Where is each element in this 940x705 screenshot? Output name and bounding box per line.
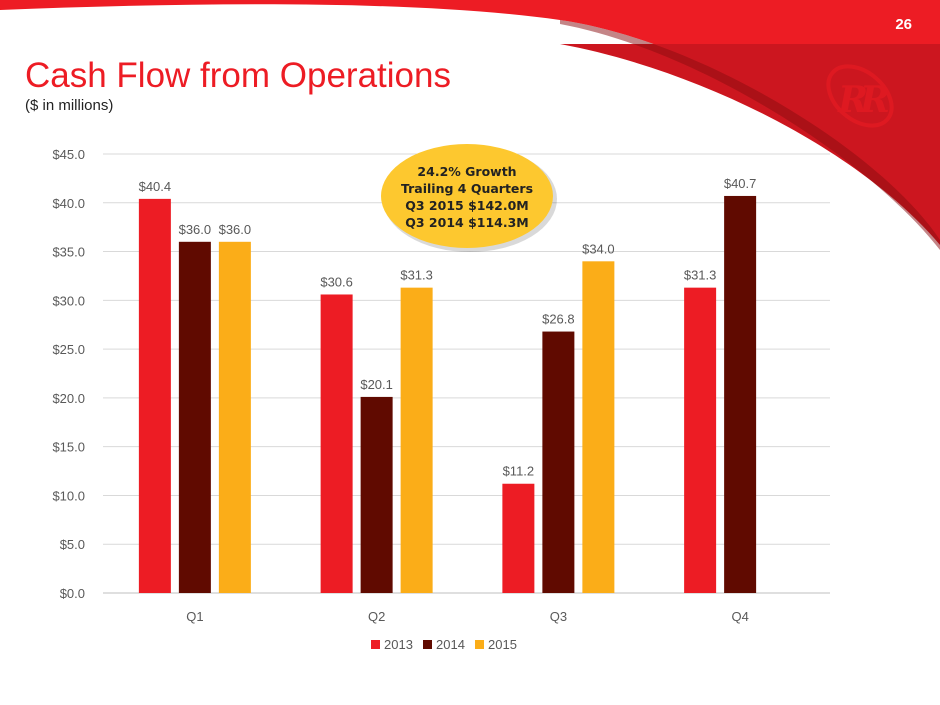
y-tick-label: $10.0: [52, 488, 85, 503]
page-number: 26: [895, 16, 912, 33]
x-tick-label: Q1: [186, 609, 203, 624]
y-tick-label: $15.0: [52, 440, 85, 455]
bar-2014-Q3: [542, 331, 575, 593]
data-label: $40.4: [139, 179, 172, 194]
x-tick-label: Q3: [550, 609, 567, 624]
legend-swatch-2013: [371, 640, 380, 649]
y-tick-label: $0.0: [60, 586, 85, 601]
page-subtitle: ($ in millions): [25, 97, 114, 114]
data-label: $34.0: [582, 241, 615, 256]
legend-label: 2013: [384, 637, 413, 652]
legend-label: 2014: [436, 637, 465, 652]
callout-line: Q3 2014 $114.3M: [405, 215, 529, 230]
y-tick-label: $20.0: [52, 391, 85, 406]
y-tick-label: $25.0: [52, 342, 85, 357]
bar-2015-Q2: [400, 287, 433, 593]
data-label: $31.3: [400, 268, 433, 283]
data-label: $36.0: [219, 222, 252, 237]
y-tick-label: $30.0: [52, 293, 85, 308]
legend-swatch-2015: [475, 640, 484, 649]
callout-line: Q3 2015 $142.0M: [405, 198, 529, 213]
data-label: $11.2: [503, 464, 535, 479]
x-tick-label: Q2: [368, 609, 385, 624]
bar-2014-Q2: [360, 396, 393, 593]
data-label: $40.7: [724, 176, 757, 191]
callout-line: 24.2% Growth: [417, 164, 517, 179]
bar-2013-Q4: [684, 287, 717, 593]
data-label: $31.3: [684, 268, 717, 283]
page-title: Cash Flow from Operations: [25, 56, 451, 95]
y-tick-label: $40.0: [52, 196, 85, 211]
bar-2014-Q4: [724, 195, 757, 593]
bar-2015-Q3: [582, 261, 615, 593]
y-tick-label: $5.0: [60, 537, 85, 552]
data-label: $20.1: [360, 377, 393, 392]
legend-swatch-2014: [423, 640, 432, 649]
bar-2013-Q1: [138, 198, 171, 593]
y-tick-label: $35.0: [52, 245, 85, 260]
data-label: $26.8: [542, 312, 575, 327]
bar-2014-Q1: [178, 241, 211, 594]
legend-label: 2015: [488, 637, 517, 652]
bar-2015-Q1: [218, 241, 251, 594]
y-tick-label: $45.0: [52, 147, 85, 162]
bar-2013-Q2: [320, 294, 353, 593]
bar-2013-Q3: [502, 483, 535, 593]
x-tick-label: Q4: [731, 609, 748, 624]
growth-callout: 24.2% Growth Trailing 4 Quarters Q3 2015…: [383, 146, 551, 248]
data-label: $30.6: [320, 274, 353, 289]
callout-line: Trailing 4 Quarters: [400, 181, 534, 196]
data-label: $36.0: [179, 222, 212, 237]
